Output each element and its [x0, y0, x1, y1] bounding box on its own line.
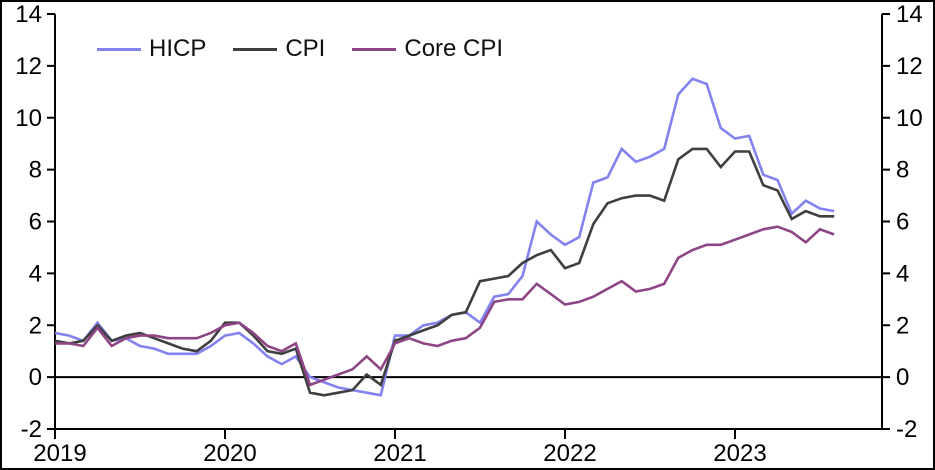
y-axis-label-right: 10 [896, 105, 923, 132]
legend-item-cpi: CPI [233, 35, 325, 63]
series-line-cpi [54, 147, 835, 397]
y-axis-label-left: 0 [29, 364, 42, 391]
y-axis-label-left: 14 [15, 2, 42, 28]
series-line-hicp [54, 77, 835, 397]
series-line-core-cpi [55, 225, 835, 387]
legend-label-hicp: HICP [149, 35, 207, 62]
y-axis-label-left: 10 [15, 105, 42, 132]
x-axis-label: 2022 [543, 440, 596, 467]
y-axis-label-right: 14 [896, 2, 923, 28]
y-axis-label-right: 2 [896, 312, 909, 339]
x-axis-label: 2023 [713, 440, 766, 467]
y-axis-label-left: 8 [29, 157, 42, 184]
y-axis-label-right: 6 [896, 209, 909, 236]
chart-legend: HICP CPI Core CPI [97, 35, 503, 63]
y-axis-label-left: 2 [29, 312, 42, 339]
y-axis-label-left: 4 [29, 260, 42, 287]
y-axis-label-right: -2 [896, 416, 917, 443]
legend-label-core-cpi: Core CPI [404, 35, 504, 62]
legend-label-cpi: CPI [285, 35, 326, 62]
legend-swatch-cpi [233, 47, 278, 51]
y-axis-label-right: 12 [896, 53, 923, 80]
y-axis-label-left: 6 [29, 209, 42, 236]
y-axis-label-right: 8 [896, 157, 909, 184]
x-axis-label: 2021 [373, 440, 426, 467]
legend-swatch-hicp [97, 47, 141, 51]
x-axis-label: 2020 [203, 440, 256, 467]
legend-item-core-cpi: Core CPI [352, 35, 503, 63]
y-axis-label-right: 4 [896, 260, 909, 287]
y-axis-label-right: 0 [896, 364, 909, 391]
legend-swatch-core-cpi [352, 47, 397, 51]
y-axis-label-left: -2 [21, 416, 42, 443]
y-axis-label-left: 12 [15, 53, 42, 80]
x-axis-label: 2019 [33, 440, 86, 467]
legend-item-hicp: HICP [97, 35, 206, 63]
